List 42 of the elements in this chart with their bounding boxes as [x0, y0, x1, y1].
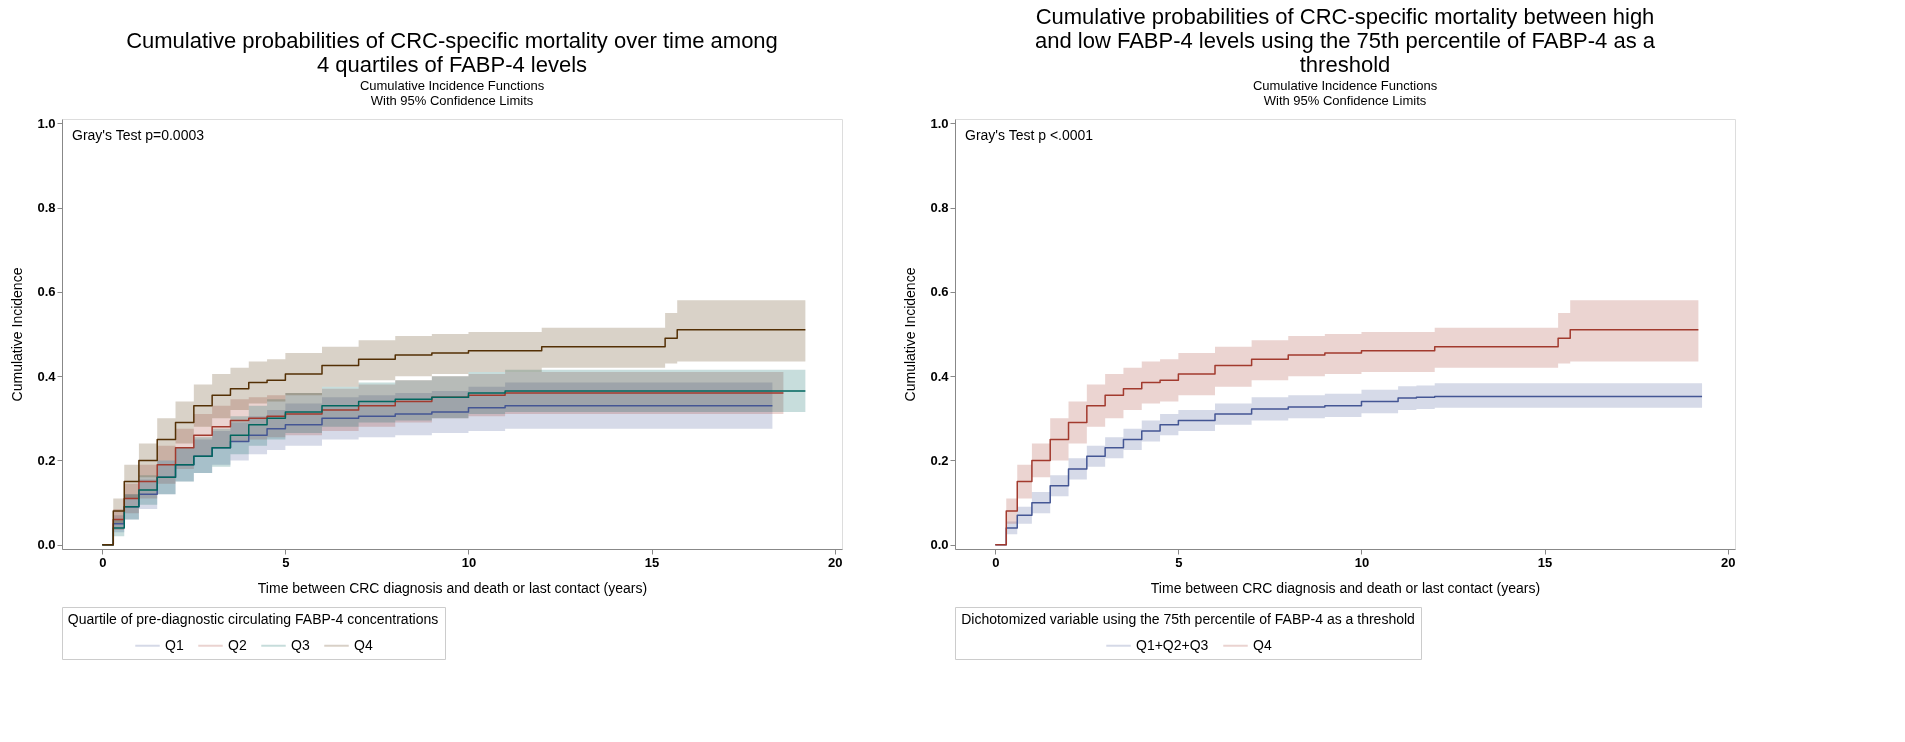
- x-tick-label: 15: [644, 554, 660, 570]
- y-tick-label: 1.0: [930, 115, 949, 131]
- y-tick-label: 0.0: [930, 537, 949, 553]
- text: With 95% Confidence Limits: [370, 93, 534, 109]
- chart-subtitle: Cumulative Incidence Functions: [1252, 78, 1438, 94]
- y-tick-label: 0.6: [37, 284, 56, 300]
- y-axis-title: Cumulative Incidence: [902, 267, 919, 402]
- legend-label: Q1: [165, 636, 184, 653]
- y-tick-label: 0.8: [37, 200, 56, 216]
- legend-label: Q4: [1253, 636, 1272, 653]
- legend-label: Q4: [354, 636, 373, 653]
- chart-title: Cumulative probabilities of CRC-specific mortality over time among 4 quartiles of FABP-4 levels: [126, 28, 778, 78]
- chart-subtitle: Cumulative Incidence Functions: [359, 78, 545, 94]
- annotation: Gray's Test p <.0001: [965, 127, 1094, 143]
- x-axis-title: Time between CRC diagnosis and death or last contact (years): [1150, 579, 1541, 596]
- x-tick-label: 20: [1720, 554, 1736, 570]
- x-tick-label: 0: [992, 554, 1000, 570]
- x-tick-label: 0: [99, 554, 107, 570]
- y-tick-label: 0.2: [37, 452, 56, 468]
- x-tick-label: 5: [282, 554, 290, 570]
- x-tick-label: 15: [1537, 554, 1553, 570]
- legend-title: Quartile of pre-diagnostic circulating FABP-4 concentrations: [67, 611, 439, 627]
- annotation: Gray's Test p=0.0003: [72, 127, 205, 143]
- legend-title: Dichotomized variable using the 75th percentile of FABP-4 as a threshold: [961, 611, 1415, 627]
- x-tick-label: 10: [461, 554, 477, 570]
- x-tick-label: 5: [1175, 554, 1183, 570]
- legend-label: Q2: [228, 636, 247, 653]
- chart-title: Cumulative probabilities of CRC-specific mortality between high and low FABP-4 levels using the 75th percentile of FABP-4 as a threshold: [1034, 4, 1656, 78]
- y-tick-label: 0.8: [930, 200, 949, 216]
- y-tick-label: 0.2: [930, 452, 949, 468]
- y-tick-label: 1.0: [37, 115, 56, 131]
- y-tick-label: 0.6: [930, 284, 949, 300]
- y-axis-title: Cumulative Incidence: [9, 267, 26, 402]
- x-tick-label: 10: [1354, 554, 1370, 570]
- y-tick-label: 0.4: [37, 368, 57, 384]
- legend-label: Q1+Q2+Q3: [1136, 636, 1209, 653]
- text: With 95% Confidence Limits: [1263, 93, 1427, 109]
- legend-label: Q3: [291, 636, 310, 653]
- x-tick-label: 20: [827, 554, 843, 570]
- y-tick-label: 0.0: [37, 537, 56, 553]
- y-tick-label: 0.4: [930, 368, 950, 384]
- x-axis-title: Time between CRC diagnosis and death or last contact (years): [257, 579, 648, 596]
